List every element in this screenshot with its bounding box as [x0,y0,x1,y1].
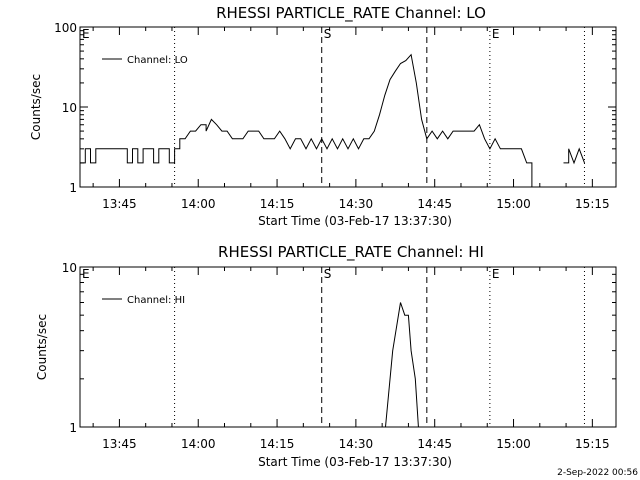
panel1-x-tick-label: 13:45 [102,197,137,211]
panel1-legend-label: Channel: LO [127,55,188,66]
panel2-y-tick-label: 1 [69,421,77,435]
panel1-x-tick-label: 15:00 [496,197,531,211]
panel2-x-tick-label: 14:15 [260,437,295,451]
panel2-x-tick-label: 15:00 [496,437,531,451]
panel2-legend-label: Channel: HI [127,295,185,306]
panel2-x-axis-label: Start Time (03-Feb-17 13:37:30) [258,455,452,469]
panel1-x-axis-label: Start Time (03-Feb-17 13:37:30) [258,214,452,228]
panel2-y-axis-label: Counts/sec [35,314,49,380]
footer-date: 2-Sep-2022 00:56 [557,468,638,478]
panel1-x-tick-label: 14:30 [339,197,374,211]
panel2-y-tick-label: 10 [62,261,77,275]
panel1-marker-label: E [492,27,500,41]
panel2-x-tick-label: 14:00 [181,437,216,451]
panel1-y-tick-label: 10 [62,101,77,115]
panel1-y-tick-label: 100 [54,21,77,35]
panel2-x-tick-label: 15:15 [575,437,610,451]
panel2-marker-label: E [492,267,500,281]
panel2-x-tick-label: 14:45 [417,437,452,451]
panel1-plot-frame [79,26,617,188]
panel1-marker-label: S [324,27,332,41]
panel2-marker-label: S [324,267,332,281]
panel1-x-tick-label: 14:45 [417,197,452,211]
panel1-data-line [80,53,533,187]
panel2-data-line [384,302,419,427]
panel2-title: RHESSI PARTICLE_RATE Channel: HI [218,243,484,262]
panel2-x-tick-label: 13:45 [102,437,137,451]
panel2-plot-frame [79,266,617,428]
panel1-data-line [563,147,585,165]
panel1-x-tick-label: 15:15 [575,197,610,211]
panel1-y-tick-label: 1 [69,181,77,195]
panel1-title: RHESSI PARTICLE_RATE Channel: LO [216,4,486,23]
panel1-x-tick-label: 14:15 [260,197,295,211]
panel2-x-tick-label: 14:30 [339,437,374,451]
panel1-y-axis-label: Counts/sec [29,74,43,140]
panel2-marker-label: E [82,267,90,281]
panel1-x-tick-label: 14:00 [181,197,216,211]
panel1-marker-label: E [82,27,90,41]
